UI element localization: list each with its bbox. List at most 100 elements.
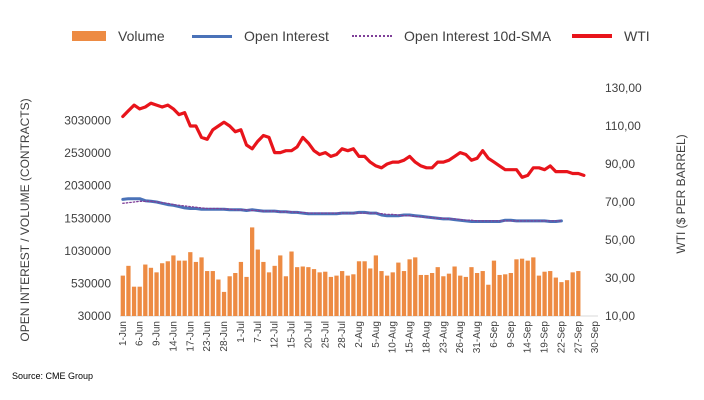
y-left-tick-label: 2030000: [64, 179, 111, 193]
volume-bar: [503, 274, 508, 316]
x-tick-label: 7-Jul: [253, 321, 264, 343]
volume-bar: [216, 279, 221, 316]
volume-bar: [176, 260, 182, 316]
x-tick-label: 9-Jun: [152, 321, 163, 346]
y-left-tick-label: 30000: [78, 309, 112, 323]
volume-bar: [519, 258, 525, 316]
volume-bar: [120, 275, 125, 316]
volume-bar: [368, 268, 373, 316]
volume-bar: [514, 259, 519, 316]
volume-bar: [328, 276, 334, 316]
y-left-tick-label: 1030000: [64, 244, 111, 258]
volume-bar: [441, 276, 446, 316]
volume-bar: [171, 255, 176, 316]
volume-bar: [491, 260, 497, 316]
volume-bar: [401, 271, 407, 316]
x-tick-label: 30-Sep: [590, 321, 601, 354]
volume-bar: [165, 261, 170, 316]
legend-oi-sma-swatch: [352, 35, 392, 37]
volume-bar: [339, 271, 345, 316]
volume-bar: [278, 255, 283, 316]
y-left-axis-title: OPEN INTEREST / VOLUME (CONTRACTS): [18, 98, 32, 341]
volume-bar: [311, 269, 317, 316]
volume-bar: [205, 271, 210, 316]
x-tick-label: 20-Jul: [303, 321, 314, 348]
volume-bar: [250, 227, 255, 316]
volume-bar: [379, 271, 384, 316]
open-interest-sma-line: [122, 200, 563, 222]
volume-bar: [188, 252, 193, 316]
volume-bar: [469, 267, 474, 316]
volume-bar: [255, 249, 260, 316]
volume-bar: [564, 280, 570, 316]
x-tick-label: 26-Aug: [455, 321, 466, 353]
volume-bar: [446, 273, 452, 316]
y-right-tick-label: 70,00: [605, 195, 635, 209]
volume-bar: [452, 266, 457, 316]
volume-bar: [295, 267, 300, 316]
volume-bar: [576, 271, 581, 316]
x-tick-label: 28-Jun: [219, 321, 230, 352]
legend-open-interest-label: Open Interest: [244, 28, 329, 44]
volume-bar: [474, 273, 480, 316]
volume-bar: [283, 276, 289, 316]
x-tick-label: 14-Sep: [523, 321, 534, 354]
y-right-axis-title: WTI ($ PER BARREL): [674, 134, 688, 253]
volume-bar: [261, 261, 266, 316]
x-tick-label: 12-Jul: [270, 321, 281, 348]
x-tick-label: 9-Sep: [506, 321, 517, 348]
volume-bar: [266, 272, 272, 316]
volume-bar: [362, 261, 367, 316]
legend-volume-label: Volume: [118, 28, 165, 44]
legend-open-interest-swatch: [192, 34, 232, 38]
y-right-tick-label: 130,00: [605, 81, 642, 95]
volume-bar: [390, 272, 395, 316]
volume-bar: [199, 257, 204, 316]
y-right-tick-label: 10,00: [605, 309, 635, 323]
volume-bar: [143, 264, 148, 316]
x-tick-label: 1-Jul: [236, 321, 247, 343]
volume-bar: [497, 274, 502, 316]
legend-volume: Volume: [72, 28, 165, 44]
volume-bar: [154, 272, 159, 316]
y-right-tick-label: 30,00: [605, 271, 635, 285]
volume-bar: [238, 261, 244, 316]
volume-bar: [536, 275, 542, 316]
legend-volume-swatch: [72, 31, 106, 41]
x-tick-label: 25-Jul: [320, 321, 331, 348]
x-tick-label: 6-Sep: [489, 321, 500, 348]
x-tick-label: 17-Jun: [185, 321, 196, 352]
x-tick-label: 15-Jul: [287, 321, 298, 348]
legend-wti-label: WTI: [624, 28, 650, 44]
volume-bar: [272, 265, 277, 316]
volume-bar: [221, 291, 227, 316]
volume-bar: [570, 272, 575, 316]
x-tick-label: 23-Aug: [438, 321, 449, 353]
volume-bar: [148, 267, 154, 316]
volume-bar: [413, 257, 418, 316]
x-tick-label: 18-Aug: [422, 321, 433, 353]
volume-bar: [182, 260, 187, 316]
volume-bar: [486, 284, 491, 316]
volume-bar: [131, 286, 137, 316]
volume-bar: [435, 267, 440, 316]
volume-bar: [210, 271, 215, 316]
volume-bar: [531, 257, 536, 316]
x-tick-label: 19-Sep: [540, 321, 551, 354]
wti-line: [121, 101, 586, 179]
volume-bar: [334, 275, 339, 316]
volume-bar: [559, 282, 564, 316]
volume-bar: [407, 259, 412, 316]
volume-bar: [351, 274, 356, 316]
volume-bar: [525, 260, 530, 316]
legend-oi-sma-label: Open Interest 10d-SMA: [404, 28, 552, 44]
source-note: Source: CME Group: [12, 371, 94, 381]
volume-bar: [429, 273, 435, 316]
y-right-tick-label: 90,00: [605, 157, 635, 171]
volume-bar: [373, 255, 379, 316]
x-tick-label: 1-Jun: [118, 321, 129, 346]
volume-bar: [542, 271, 547, 316]
volume-bar: [548, 271, 553, 316]
volume-bar: [396, 262, 401, 316]
